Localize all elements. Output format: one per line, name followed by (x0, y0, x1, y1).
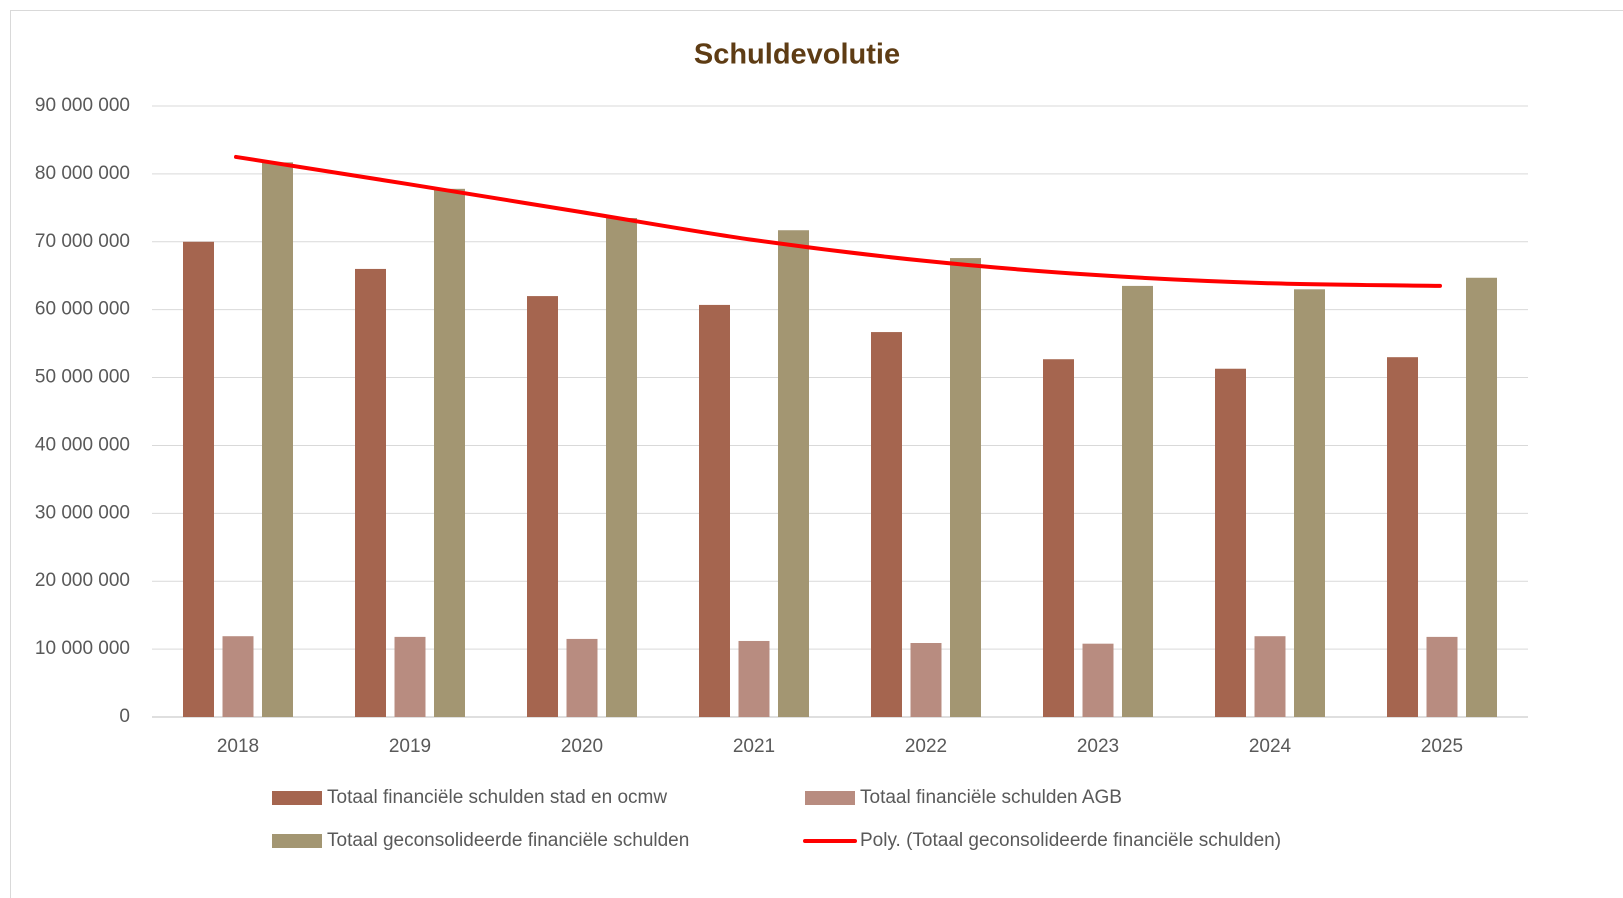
trend-line (234, 154, 1442, 288)
x-tick-label: 2024 (1249, 736, 1292, 757)
bar (606, 218, 637, 717)
bar (910, 643, 942, 717)
y-tick-label: 90 000 000 (35, 95, 130, 116)
bar (738, 640, 770, 717)
bar (1466, 277, 1497, 717)
bar (1294, 289, 1325, 717)
chart-title: Schuldevolutie (694, 39, 900, 71)
bar (394, 636, 426, 717)
y-tick-label: 0 (119, 706, 130, 727)
bar (699, 304, 730, 717)
y-tick-label: 10 000 000 (35, 638, 130, 659)
bar (1043, 359, 1074, 717)
bar (778, 230, 809, 717)
x-tick-label: 2025 (1421, 736, 1463, 757)
legend-label: Totaal financiële schulden stad en ocmw (327, 787, 667, 808)
y-tick-label: 80 000 000 (35, 163, 130, 184)
legend-label: Totaal geconsolideerde financiële schuld… (327, 830, 689, 851)
y-tick-label: 40 000 000 (35, 434, 130, 455)
y-tick-label: 70 000 000 (35, 231, 130, 252)
bar (1215, 368, 1246, 717)
x-tick-label: 2020 (561, 736, 603, 757)
y-tick-label: 20 000 000 (35, 570, 130, 591)
bar (1122, 285, 1153, 717)
y-tick-label: 60 000 000 (35, 299, 130, 320)
legend-swatch (272, 791, 322, 805)
bar (262, 162, 293, 717)
bar (566, 638, 598, 717)
legend-label: Totaal financiële schulden AGB (860, 787, 1122, 808)
x-tick-label: 2021 (733, 736, 775, 757)
bar (950, 258, 981, 717)
legend-swatch (805, 791, 855, 805)
chart-border (10, 10, 1623, 898)
y-tick-label: 50 000 000 (35, 367, 130, 388)
bar (183, 241, 214, 717)
bar (1426, 636, 1458, 717)
x-tick-label: 2023 (1077, 736, 1119, 757)
bar (527, 296, 558, 717)
x-tick-label: 2022 (905, 736, 947, 757)
bar (222, 636, 254, 717)
bar (1387, 357, 1418, 717)
bar (1254, 636, 1286, 717)
bar (1082, 643, 1114, 717)
bar (355, 268, 386, 717)
legend-label: Poly. (Totaal geconsolideerde financiële… (860, 830, 1281, 851)
x-tick-label: 2019 (389, 736, 431, 757)
x-tick-label: 2018 (217, 736, 259, 757)
legend-swatch (272, 834, 322, 848)
bar (871, 332, 902, 717)
y-tick-label: 30 000 000 (35, 502, 130, 523)
bar (434, 188, 465, 717)
